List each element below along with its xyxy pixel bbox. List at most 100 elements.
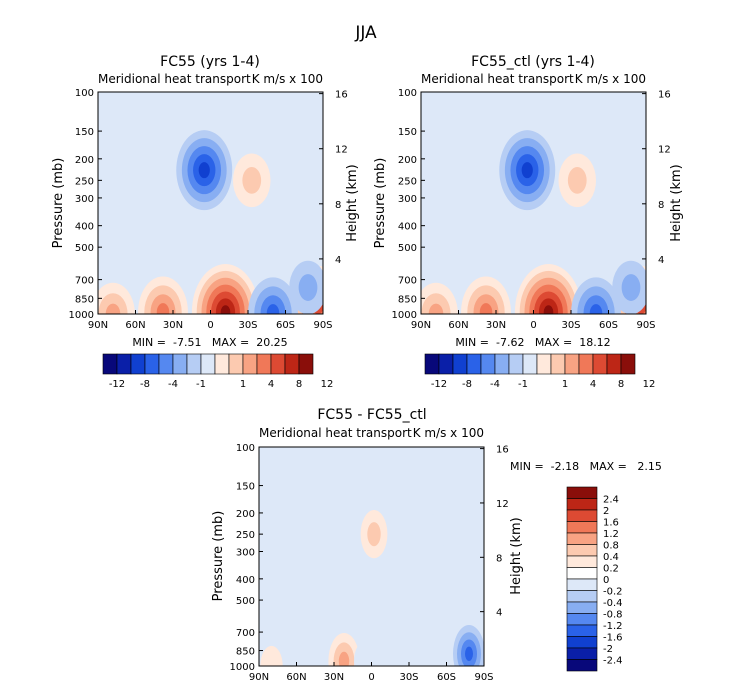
- y-tick-label: 300: [398, 194, 417, 205]
- y-tick-label: 100: [236, 443, 255, 454]
- contour-level: [589, 304, 603, 314]
- colorbar-swatch: [566, 647, 598, 660]
- y-tick-label: 250: [398, 176, 417, 187]
- x-tick-label: 0: [530, 320, 536, 331]
- axes: 90N 60N 30N 0 30S 60S 90S 1000 850 700 500 400 300 25…: [230, 443, 509, 683]
- x-tick-label: 30N: [163, 320, 183, 331]
- y-tick-label: 1000: [230, 662, 255, 673]
- y-tick-label: 200: [75, 155, 94, 166]
- colorbar-label: 12: [643, 379, 656, 390]
- x-tick-label: 0: [368, 672, 374, 683]
- colorbar: -12 -8 -4 -1 1 4 8 12: [424, 353, 656, 390]
- colorbar-swatch: [102, 353, 118, 375]
- colorbar-label: -1.6: [603, 633, 623, 644]
- y-tick-label: 200: [398, 155, 417, 166]
- panel-subtitle-right: K m/s x 100: [575, 72, 646, 86]
- y2-tick-label: 16: [335, 90, 348, 101]
- y-tick-label: 700: [398, 276, 417, 287]
- positive-anomaly: [260, 645, 283, 666]
- positive-anomaly: [558, 153, 597, 208]
- panel-title: FC55_ctl (yrs 1-4): [471, 54, 595, 70]
- x-tick-label: 30S: [399, 672, 418, 683]
- y-axis-label: Pressure (mb): [51, 158, 66, 249]
- colorbar-swatch: [494, 353, 510, 375]
- x-tick-label: 90N: [249, 672, 269, 683]
- colorbar-swatch: [466, 353, 482, 375]
- heatmap-field: [98, 92, 323, 314]
- y2-tick-label: 12: [658, 145, 671, 156]
- y-tick-label: 300: [236, 547, 255, 558]
- colorbar-label: 1: [562, 379, 568, 390]
- y2-tick-label: 4: [496, 608, 502, 619]
- contour-level: [298, 274, 318, 301]
- positive-anomaly: [328, 633, 360, 666]
- colorbar-swatch: [508, 353, 524, 375]
- y-tick-label: 700: [75, 276, 94, 287]
- min-max-readout: MIN = -2.18 MAX = 2.15: [510, 460, 662, 473]
- panel-subtitle-left: Meridional heat transport: [98, 72, 251, 86]
- contour-level: [220, 305, 231, 314]
- colorbar-swatch: [424, 353, 440, 375]
- y2-tick-label: 16: [496, 445, 509, 456]
- contour-level: [428, 303, 444, 314]
- colorbar-swatch: [566, 578, 598, 591]
- positive-anomaly: [461, 276, 511, 314]
- negative-anomaly: [176, 130, 233, 211]
- panel-fc55: FC55 (yrs 1-4) Meridional heat transport…: [51, 54, 360, 390]
- positive-anomaly: [514, 264, 583, 314]
- negative-anomaly: [422, 513, 446, 555]
- colorbar-swatch: [566, 521, 598, 534]
- colorbar-label: 12: [321, 379, 334, 390]
- colorbar-label: -0.8: [603, 610, 623, 621]
- y-tick-label: 100: [75, 88, 94, 99]
- panel-fc55-ctl: FC55_ctl (yrs 1-4) Meridional heat trans…: [373, 54, 684, 390]
- y-tick-label: 150: [75, 127, 94, 138]
- y-tick-label: 400: [398, 222, 417, 233]
- contour-level: [479, 303, 493, 314]
- y-tick-label: 500: [75, 243, 94, 254]
- y-tick-label: 300: [75, 194, 94, 205]
- colorbar-label: -8: [140, 379, 150, 390]
- positive-anomaly: [98, 282, 135, 314]
- colorbar-swatch: [566, 532, 598, 545]
- panel-subtitle-right: K m/s x 100: [252, 72, 323, 86]
- panel-title: FC55 (yrs 1-4): [160, 54, 260, 70]
- y2-tick-label: 8: [335, 200, 341, 211]
- y-tick-label: 400: [75, 222, 94, 233]
- colorbar-label: 4: [268, 379, 274, 390]
- y2-tick-label: 4: [335, 255, 341, 266]
- colorbar-label: 0.4: [603, 552, 619, 563]
- y-tick-label: 700: [236, 628, 255, 639]
- panel-subtitle-left: Meridional heat transport: [259, 426, 412, 440]
- colorbar-swatch: [144, 353, 160, 375]
- contour-level: [242, 166, 262, 194]
- negative-anomaly: [354, 640, 377, 666]
- x-tick-label: 90N: [88, 320, 108, 331]
- colorbar-swatch: [270, 353, 286, 375]
- contour-level: [465, 646, 473, 662]
- x-tick-label: 60S: [599, 320, 618, 331]
- x-tick-label: 30N: [486, 320, 506, 331]
- y-axis-label: Pressure (mb): [211, 511, 226, 602]
- colorbar-label: -12: [109, 379, 125, 390]
- min-max-readout: MIN = -7.62 MAX = 18.12: [455, 336, 610, 349]
- y-tick-label: 500: [398, 243, 417, 254]
- colorbar-label: -4: [168, 379, 178, 390]
- colorbar-swatch: [564, 353, 580, 375]
- colorbar-label: -1.2: [603, 621, 623, 632]
- positive-anomaly: [191, 264, 260, 314]
- negative-anomaly: [571, 277, 621, 314]
- colorbar-swatch: [566, 590, 598, 603]
- colorbar-label: -4: [490, 379, 500, 390]
- y2-axis-label: Height (km): [345, 164, 360, 241]
- x-tick-label: 0: [207, 320, 213, 331]
- colorbar-swatch: [566, 636, 598, 649]
- colorbar-swatch: [480, 353, 496, 375]
- colorbar-swatch: [566, 613, 598, 626]
- contour-level: [521, 162, 533, 179]
- colorbar-swatch: [566, 601, 598, 614]
- contour-level: [338, 651, 350, 666]
- colorbar-swatch: [116, 353, 132, 375]
- panel-subtitle-left: Meridional heat transport: [421, 72, 574, 86]
